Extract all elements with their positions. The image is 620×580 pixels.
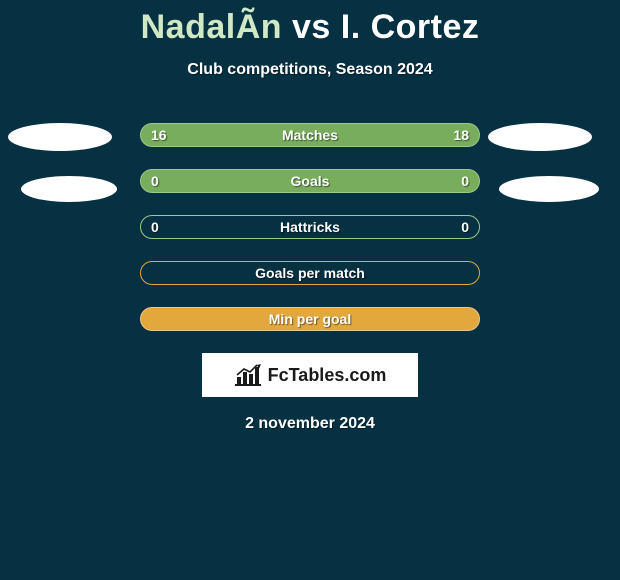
stat-label: Min per goal <box>269 311 351 327</box>
player2-name: I. Cortez <box>341 8 480 46</box>
stat-right-value: 18 <box>453 127 469 143</box>
logo-text: FcTables.com <box>268 365 387 386</box>
date-text: 2 november 2024 <box>0 415 620 433</box>
stat-label: Goals <box>291 173 330 189</box>
bar-chart-icon <box>234 364 262 386</box>
comparison-title: NadalÃ­n vs I. Cortez <box>0 0 620 47</box>
stat-row: 0 Hattricks 0 <box>140 215 480 239</box>
stat-right-value: 0 <box>461 173 469 189</box>
decoration-ellipse <box>488 123 592 151</box>
stat-row: Min per goal <box>140 307 480 331</box>
subtitle: Club competitions, Season 2024 <box>0 61 620 79</box>
stat-label: Matches <box>282 127 338 143</box>
decoration-ellipse <box>499 176 599 202</box>
stat-label: Goals per match <box>255 265 365 281</box>
stat-row: 0 Goals 0 <box>140 169 480 193</box>
decoration-ellipse <box>21 176 117 202</box>
stat-rows: 16 Matches 18 0 Goals 0 0 Hattricks 0 Goals per m… <box>0 123 620 331</box>
stat-left-value: 0 <box>151 173 159 189</box>
stat-label: Hattricks <box>280 219 340 235</box>
stat-left-value: 16 <box>151 127 167 143</box>
stat-left-value: 0 <box>151 219 159 235</box>
stat-right-value: 0 <box>461 219 469 235</box>
stat-row: Goals per match <box>140 261 480 285</box>
fctables-logo: FcTables.com <box>202 353 418 397</box>
player1-name: NadalÃ­n <box>141 8 282 46</box>
vs-separator: vs <box>292 8 331 46</box>
decoration-ellipse <box>8 123 112 151</box>
stat-row: 16 Matches 18 <box>140 123 480 147</box>
